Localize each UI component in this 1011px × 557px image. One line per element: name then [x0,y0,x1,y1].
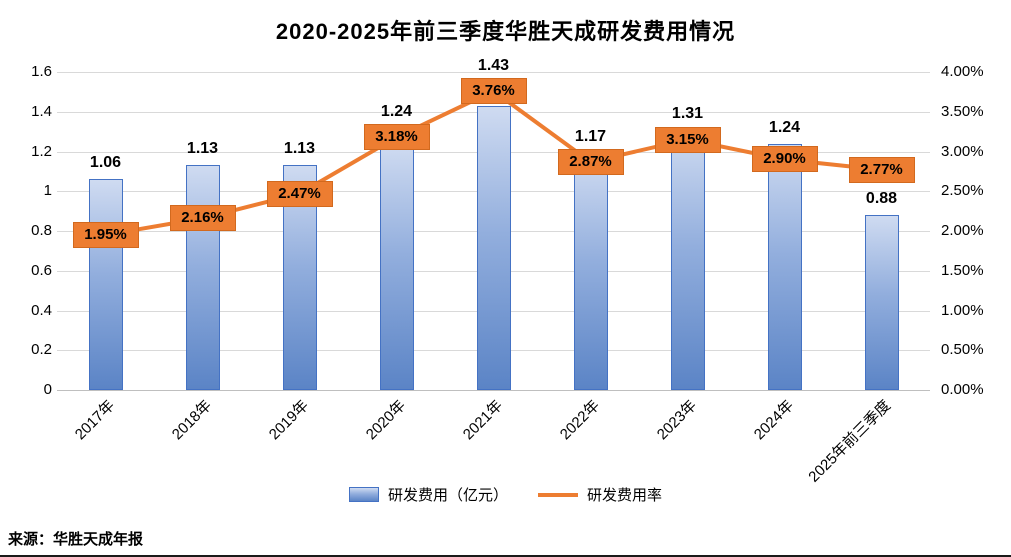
line-value-label: 2.77% [848,156,915,183]
bar-value-label: 0.88 [865,190,898,208]
y-axis-tick-right: 0.50% [941,341,984,359]
gridline [57,72,930,73]
bar [767,143,802,390]
bar-value-label: 1.31 [671,104,704,122]
y-axis-tick-left: 1.4 [31,102,52,120]
bar-value-label: 1.13 [186,140,219,158]
y-axis-tick-left: 1 [43,182,52,200]
bottom-divider [0,555,1011,557]
legend-label-line-series: 研发费用率 [587,487,663,504]
bar [476,105,511,390]
line-value-label: 3.76% [460,78,527,105]
line-value-label: 3.15% [654,126,721,153]
y-axis-tick-right: 0.00% [941,381,984,398]
bar [573,157,608,390]
line-value-label: 3.18% [363,124,430,151]
line-value-label: 2.47% [266,180,333,207]
y-axis-tick-right: 2.00% [941,222,984,239]
y-axis-tick-left: 0.4 [31,301,52,319]
y-axis-tick-right: 1.50% [941,261,984,279]
legend-label-bar-series: 研发费用（亿元） [387,487,508,504]
line-value-label: 2.87% [557,148,624,175]
legend: 研发费用（亿元） 研发费用率 [0,484,1011,505]
y-axis-tick-right: 2.50% [941,182,984,200]
y-axis-tick-left: 1.6 [31,63,52,80]
y-axis-tick-left: 0.8 [31,222,52,239]
y-axis-tick-left: 0.2 [31,341,52,359]
y-axis-tick-right: 3.00% [941,142,984,160]
line-value-label: 1.95% [72,221,139,248]
bar-value-label: 1.17 [574,127,607,145]
bar [88,179,123,390]
bar [185,165,220,390]
bar [864,215,899,390]
bar-value-label: 1.43 [477,57,510,75]
bar-series-swatch-icon [348,487,379,502]
y-axis-tick-right: 4.00% [941,63,984,80]
chart-title: 2020-2025年前三季度华胜天成研发费用情况 [275,19,736,44]
bar-value-label: 1.24 [768,118,801,136]
line-value-label: 2.90% [751,146,818,173]
legend-item-bar-series: 研发费用（亿元） [348,484,508,505]
legend-item-line-series: 研发费用率 [538,484,662,505]
x-axis-baseline [57,390,930,391]
bar-value-label: 1.06 [89,154,122,172]
bar [379,143,414,390]
bar [670,129,705,390]
y-axis-tick-left: 0.6 [31,261,52,279]
bar-value-label: 1.24 [380,103,413,121]
line-series-swatch-icon [538,492,578,497]
y-axis-tick-left: 1.2 [31,142,52,160]
y-axis-tick-left: 0 [43,381,52,398]
source-note: 来源：华胜天成年报 [8,531,144,548]
y-axis-tick-right: 1.00% [941,301,984,319]
y-axis-tick-right: 3.50% [941,102,984,120]
bar-value-label: 1.13 [283,140,316,158]
line-value-label: 2.16% [169,205,236,232]
